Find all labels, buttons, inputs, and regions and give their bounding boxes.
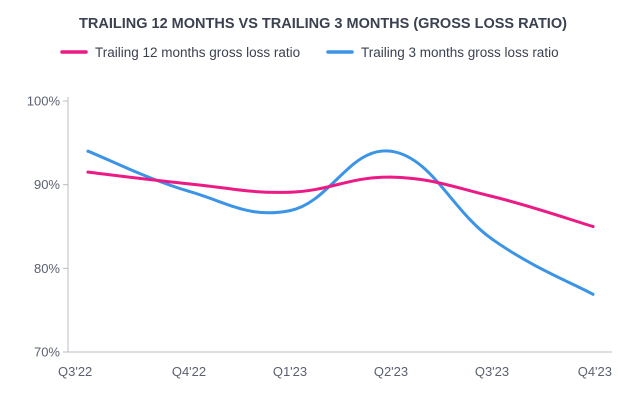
data-point xyxy=(389,175,393,179)
legend-item: Trailing 12 months gross loss ratio xyxy=(60,45,300,60)
legend-item: Trailing 3 months gross loss ratio xyxy=(326,45,559,60)
data-point xyxy=(591,292,595,296)
x-tick-label: Q1'23 xyxy=(273,364,307,379)
chart-title: TRAILING 12 MONTHS VS TRAILING 3 MONTHS … xyxy=(79,16,567,32)
data-point xyxy=(288,190,292,194)
legend-label: Trailing 12 months gross loss ratio xyxy=(95,45,300,60)
data-point xyxy=(187,182,191,186)
data-point xyxy=(490,237,494,241)
x-tick-label: Q4'22 xyxy=(172,364,206,379)
data-point xyxy=(490,194,494,198)
data-point xyxy=(86,149,90,153)
legend-label: Trailing 3 months gross loss ratio xyxy=(361,45,559,60)
data-point xyxy=(288,209,292,213)
data-point xyxy=(187,189,191,193)
data-point xyxy=(591,225,595,228)
axes: 70% 80% 90% 100% Q3'22 Q4'22 Q1'23 Q2'23 Q3'23 Q4… xyxy=(27,94,612,379)
series-layer xyxy=(86,149,595,296)
x-tick-label: Q4'23 xyxy=(578,364,612,379)
data-point xyxy=(86,170,90,174)
y-tick-label: 100% xyxy=(27,94,61,109)
x-tick-label: Q2'23 xyxy=(374,364,408,379)
x-tick-label: Q3'22 xyxy=(58,364,92,379)
series-trailing-12-months xyxy=(86,170,595,228)
series-line xyxy=(86,149,595,296)
y-tick-label: 70% xyxy=(34,345,60,360)
y-tick-label: 90% xyxy=(34,177,60,192)
series-line xyxy=(86,170,595,228)
data-point xyxy=(389,149,393,153)
legend: Trailing 12 months gross loss ratio Trail… xyxy=(60,45,559,60)
series-trailing-3-months xyxy=(86,149,595,296)
x-tick-label: Q3'23 xyxy=(475,364,509,379)
y-tick-label: 80% xyxy=(34,261,60,276)
